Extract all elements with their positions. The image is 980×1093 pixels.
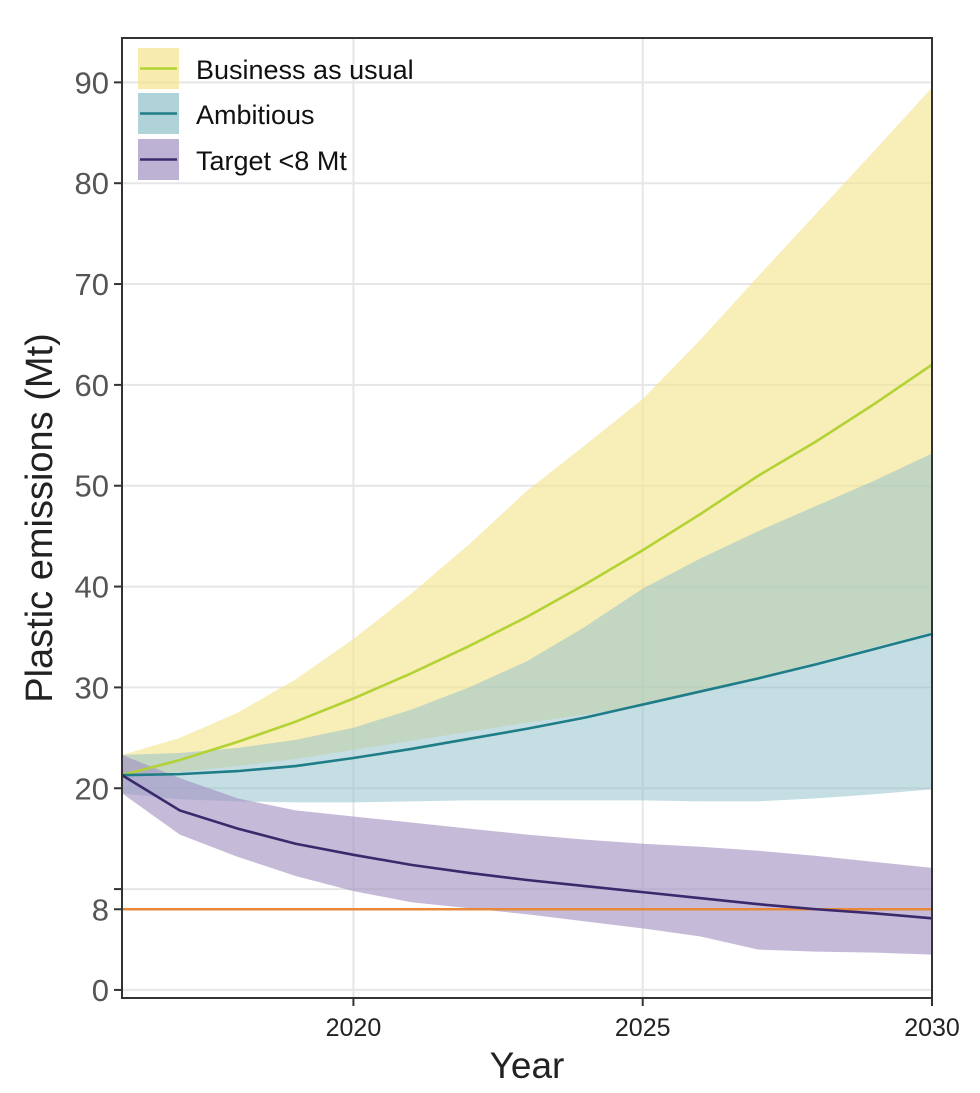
x-axis-title: Year <box>490 1045 565 1086</box>
series-line-0 <box>121 363 933 777</box>
x-tick-label: 2020 <box>326 1014 382 1042</box>
band-1 <box>122 453 932 803</box>
legend: Business as usual Ambitious Target <8 Mt <box>138 48 414 180</box>
legend-label-1: Ambitious <box>196 100 315 130</box>
y-tick-label: 30 <box>75 670 109 705</box>
y-tick-label: 60 <box>75 368 109 403</box>
plot-frame <box>121 37 933 999</box>
series-line-1 <box>121 632 933 777</box>
y-tick-label: 80 <box>75 166 109 201</box>
legend-label-0: Business as usual <box>196 55 414 85</box>
y-tick-label: 20 <box>75 771 109 806</box>
x-tick-label: 2025 <box>615 1014 671 1042</box>
series-lines <box>121 363 933 920</box>
band-2 <box>122 754 932 955</box>
y-axis-title: Plastic emissions (Mt) <box>19 333 61 703</box>
uncertainty-bands <box>122 87 932 955</box>
y-tick-label: 0 <box>92 973 109 1008</box>
x-tick-label: 2030 <box>904 1014 960 1042</box>
series-line-2 <box>121 774 933 920</box>
y-tick-label: 90 <box>75 65 109 100</box>
y-tick-label: 8 <box>92 892 109 927</box>
y-tick-label: 70 <box>75 267 109 302</box>
y-tick-label: 50 <box>75 469 109 504</box>
legend-label-2: Target <8 Mt <box>196 146 347 176</box>
y-tick-label: 40 <box>75 570 109 605</box>
